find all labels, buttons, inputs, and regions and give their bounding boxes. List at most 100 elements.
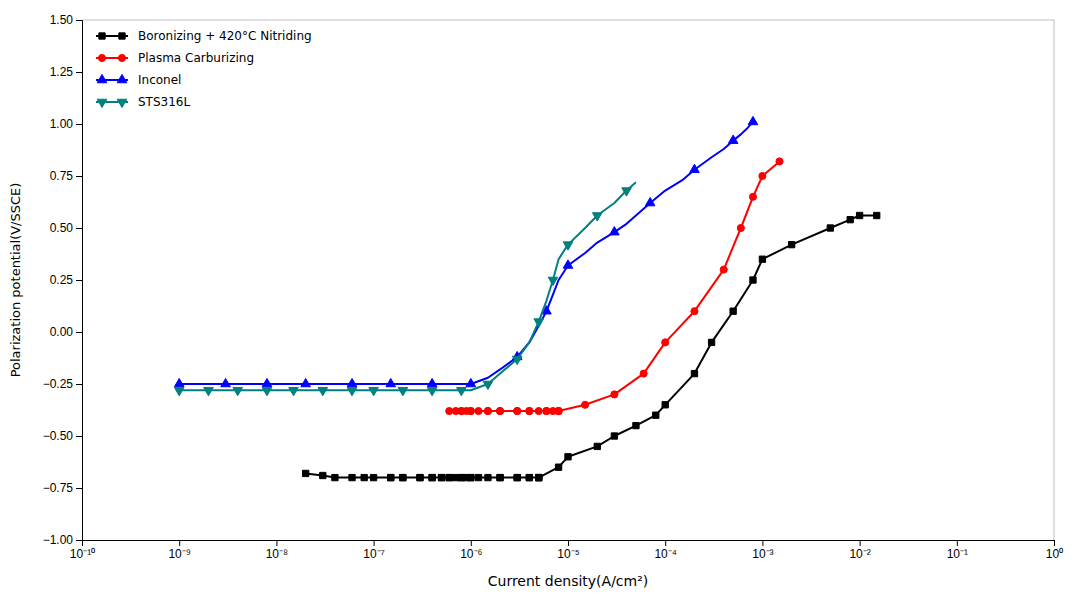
marker [776, 158, 783, 165]
x-tick-label: 10⁻⁹ [168, 547, 191, 561]
x-tick-label: 10⁻¹⁰ [70, 547, 95, 561]
marker [622, 188, 632, 196]
marker [484, 407, 491, 414]
marker [874, 212, 880, 218]
y-tick: −0.75 [43, 481, 82, 495]
x-tick-label: 10⁻⁷ [363, 547, 385, 561]
marker [301, 378, 311, 386]
marker [514, 474, 520, 480]
marker [427, 387, 437, 395]
marker [827, 225, 833, 231]
marker [653, 412, 659, 418]
marker [788, 241, 794, 247]
y-axis: −1.00−0.75−0.50−0.250.000.250.500.751.00… [43, 13, 83, 547]
marker [468, 474, 474, 480]
x-axis: 10⁻¹⁰10⁻⁹10⁻⁸10⁻⁷10⁻⁶10⁻⁵10⁻⁴10⁻³10⁻²10⁻… [70, 540, 1063, 561]
y-tick-mark [76, 436, 82, 437]
marker [446, 474, 452, 480]
x-tick-label: 10⁻² [849, 547, 870, 561]
x-tick-label: 10⁻⁶ [460, 547, 482, 561]
marker [611, 433, 617, 439]
marker [332, 474, 338, 480]
series-line [179, 122, 753, 384]
marker [417, 474, 423, 480]
y-tick-mark [76, 176, 82, 177]
y-tick-mark [76, 332, 82, 333]
legend-item: Boronizing + 420°C Nitriding [96, 29, 312, 43]
marker [691, 308, 698, 315]
y-tick-label: −0.50 [43, 429, 74, 443]
marker [386, 378, 396, 386]
marker [400, 474, 406, 480]
x-tick: 10⁻¹⁰ [70, 540, 95, 561]
y-tick: 0.75 [50, 169, 82, 183]
marker [555, 407, 562, 414]
legend-item: STS316L [96, 95, 190, 109]
x-tick-mark [762, 540, 763, 546]
marker [565, 454, 571, 460]
marker [458, 407, 465, 414]
x-tick: 10⁻⁸ [266, 540, 288, 561]
series [302, 212, 879, 480]
marker [708, 339, 714, 345]
legend-marker [98, 54, 105, 61]
x-tick-label: 10⁻⁴ [654, 547, 677, 561]
y-tick-label: 0.00 [50, 325, 74, 339]
marker [555, 407, 562, 414]
marker [730, 308, 736, 314]
legend: Boronizing + 420°C NitridingPlasma Carbu… [96, 29, 312, 109]
marker [594, 443, 600, 449]
marker [388, 474, 394, 480]
y-tick-mark [76, 384, 82, 385]
marker [592, 213, 602, 221]
x-tick-mark [568, 540, 569, 546]
marker [398, 387, 408, 395]
marker [221, 378, 231, 386]
marker [369, 387, 379, 395]
marker [467, 407, 474, 414]
marker [555, 407, 562, 414]
marker [691, 370, 697, 376]
series-line [179, 182, 636, 390]
marker [720, 266, 727, 273]
x-tick: 10⁻³ [752, 540, 773, 561]
series-line [306, 216, 877, 478]
marker [856, 212, 862, 218]
marker [438, 474, 444, 480]
marker [458, 474, 464, 480]
y-tick: 1.00 [50, 117, 82, 131]
marker [662, 339, 669, 346]
series [174, 182, 636, 396]
legend-marker [119, 33, 125, 39]
marker [555, 464, 561, 470]
marker [749, 193, 756, 200]
marker [446, 474, 452, 480]
series [174, 116, 757, 386]
marker [526, 407, 533, 414]
marker [514, 407, 521, 414]
x-tick-mark [374, 540, 375, 546]
y-tick: 0.25 [50, 273, 82, 287]
marker [847, 217, 853, 223]
marker [417, 474, 423, 480]
marker [349, 474, 355, 480]
y-tick-mark [76, 280, 82, 281]
x-tick: 10⁻⁶ [460, 540, 482, 561]
legend-marker [97, 99, 107, 107]
marker [457, 387, 467, 395]
y-tick: −0.25 [43, 377, 82, 391]
x-tick-label: 10⁻⁵ [557, 547, 579, 561]
marker [728, 135, 738, 143]
marker [633, 422, 639, 428]
y-tick-label: −0.25 [43, 377, 74, 391]
marker [388, 474, 394, 480]
marker [483, 381, 493, 389]
legend-item: Inconel [96, 73, 181, 87]
y-axis-title: Polarization potential(V/SSCE) [8, 183, 23, 378]
marker [438, 474, 444, 480]
y-tick-mark [76, 540, 82, 541]
marker [347, 387, 357, 395]
y-tick-mark [76, 488, 82, 489]
marker [475, 474, 481, 480]
y-tick-label: 1.50 [50, 13, 74, 27]
